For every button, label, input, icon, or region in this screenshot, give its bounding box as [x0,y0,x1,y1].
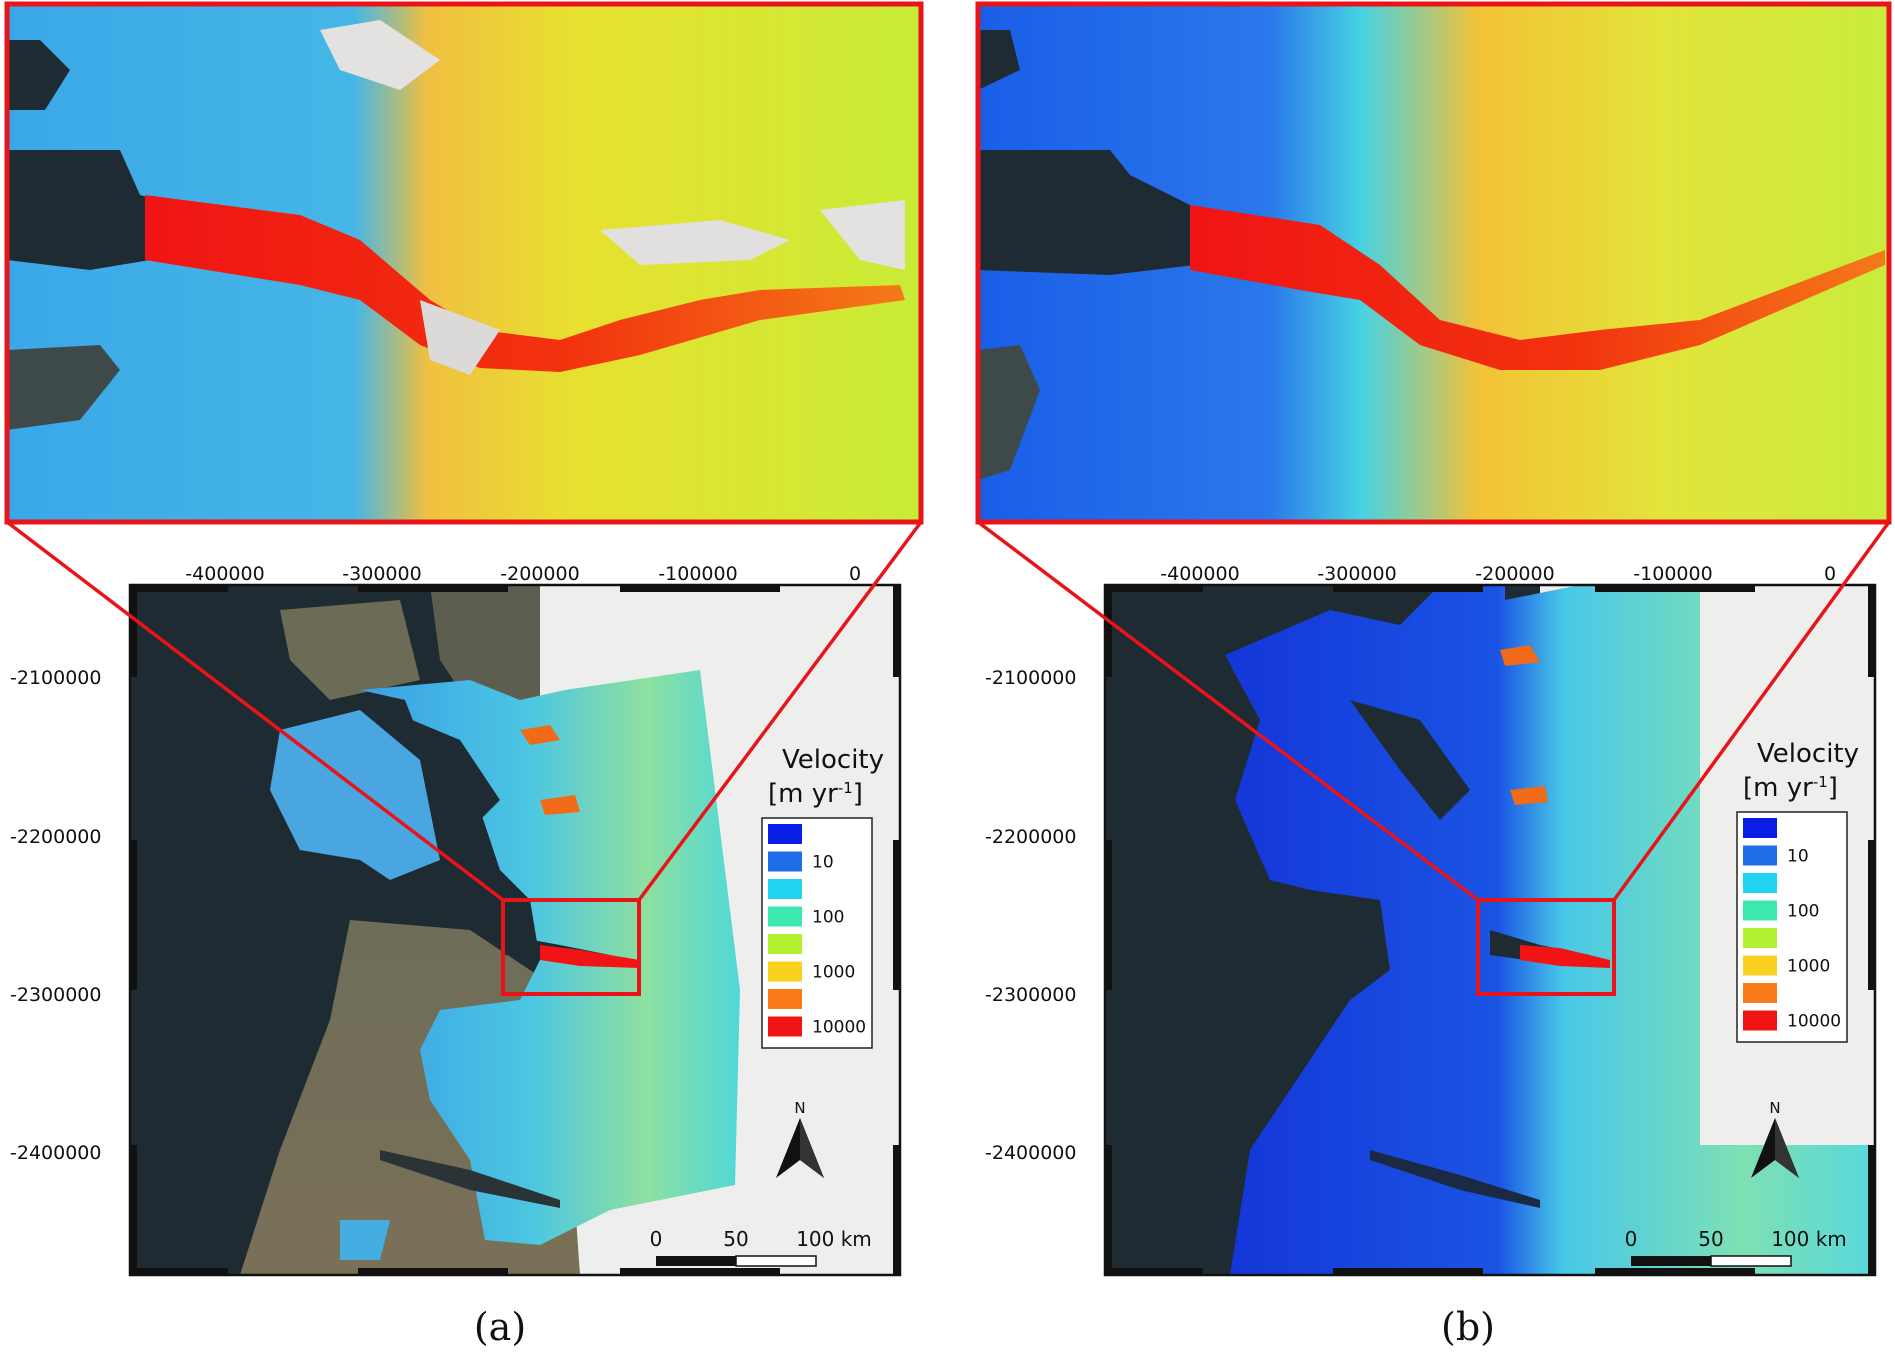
legend-swatch [768,851,802,872]
legend-swatch [768,1016,802,1037]
map-panel-b: -400000 -300000 -200000 -100000 0 -21000… [976,520,1891,1349]
fjord-water [7,150,175,270]
leader-line-a-right [637,520,923,902]
neatline-a [130,585,900,1275]
legend-swatch [768,879,802,899]
legend-swatch [768,989,802,1009]
legend-swatch [1743,845,1777,866]
y-tick-a-0: -2100000 [10,667,101,689]
panel-label-b: (b) [1441,1305,1495,1349]
y-tick-b-3: -2400000 [985,1142,1076,1164]
legend-swatch [1743,818,1777,838]
x-tick-b-4: 0 [1824,563,1836,585]
legend-unit-b: [m yr-1] [1743,773,1838,803]
x-tick-b-0: -400000 [1160,563,1239,585]
x-tick-a-1: -300000 [342,563,421,585]
legend-swatch [1743,928,1777,948]
glacier-flow [145,195,905,372]
y-tick-b-2: -2300000 [985,984,1076,1006]
leader-line-b-left [976,520,1480,902]
legend-swatch [768,961,802,982]
legend-b: Velocity [m yr-1] 10 100 1000 10000 [1736,739,1859,1043]
legend-swatch [1743,900,1777,921]
zoom-frame-a [4,1,924,525]
glacier-flow [1190,205,1885,370]
legend-label: 100 [812,908,844,928]
scale-50-a: 50 [723,1227,748,1251]
neatline-b [1105,585,1875,1275]
leader-line-a-left [5,520,505,902]
legend-title-a: Velocity [782,745,884,775]
legend-a: Velocity [m yr-1] 10 100 1000 10000 [761,745,884,1049]
inset-box-a [501,898,641,996]
y-tick-a-1: -2200000 [10,826,101,848]
y-tick-a-3: -2400000 [10,1142,101,1164]
legend-swatch [768,934,802,954]
svg-text:N: N [794,1099,805,1117]
legend-swatch [1743,983,1777,1003]
y-tick-b-1: -2200000 [985,826,1076,848]
scale-100-b: 100 km [1771,1227,1847,1251]
velocity-island [270,710,440,880]
legend-label: 10 [1787,847,1809,867]
legend-title-b: Velocity [1757,739,1859,769]
panel-label-a: (a) [474,1305,526,1349]
north-arrow-icon: N [1751,1099,1799,1178]
map-panel-a: -400000 -300000 -200000 -100000 0 -21000… [5,520,923,1349]
x-tick-b-2: -200000 [1475,563,1554,585]
x-tick-a-0: -400000 [185,563,264,585]
velocity-field [1225,585,1875,1275]
legend-unit-a: [m yr-1] [768,779,863,809]
y-tick-a-2: -2300000 [10,984,101,1006]
legend-label: 1000 [812,963,855,983]
legend-label: 1000 [1787,957,1830,977]
scale-bar-a: 0 50 100 km [650,1227,872,1267]
legend-swatch [1743,955,1777,976]
x-tick-a-3: -100000 [658,563,737,585]
x-tick-a-4: 0 [849,563,861,585]
scale-0-b: 0 [1625,1227,1638,1251]
x-tick-a-2: -200000 [500,563,579,585]
zoom-panel-b [975,1,1892,525]
fjord-water [978,150,1195,275]
legend-label: 10000 [812,1018,866,1038]
legend-swatch [1743,1010,1777,1031]
zoom-panel-a [4,1,924,525]
legend-swatch [768,906,802,927]
north-arrow-icon: N [776,1099,824,1178]
legend-swatch [768,824,802,844]
legend-label: 10000 [1787,1012,1841,1032]
x-tick-b-1: -300000 [1317,563,1396,585]
zoom-frame-b [975,1,1892,525]
inset-box-b [1476,898,1616,996]
scale-100-a: 100 km [796,1227,872,1251]
legend-swatch [1743,873,1777,893]
leader-line-b-right [1612,520,1891,902]
scale-0-a: 0 [650,1227,663,1251]
svg-text:N: N [1769,1099,1780,1117]
scale-bar-b: 0 50 100 km [1625,1227,1847,1267]
x-tick-b-3: -100000 [1633,563,1712,585]
scale-50-b: 50 [1698,1227,1723,1251]
legend-label: 10 [812,853,834,873]
y-tick-b-0: -2100000 [985,667,1076,689]
legend-label: 100 [1787,902,1819,922]
